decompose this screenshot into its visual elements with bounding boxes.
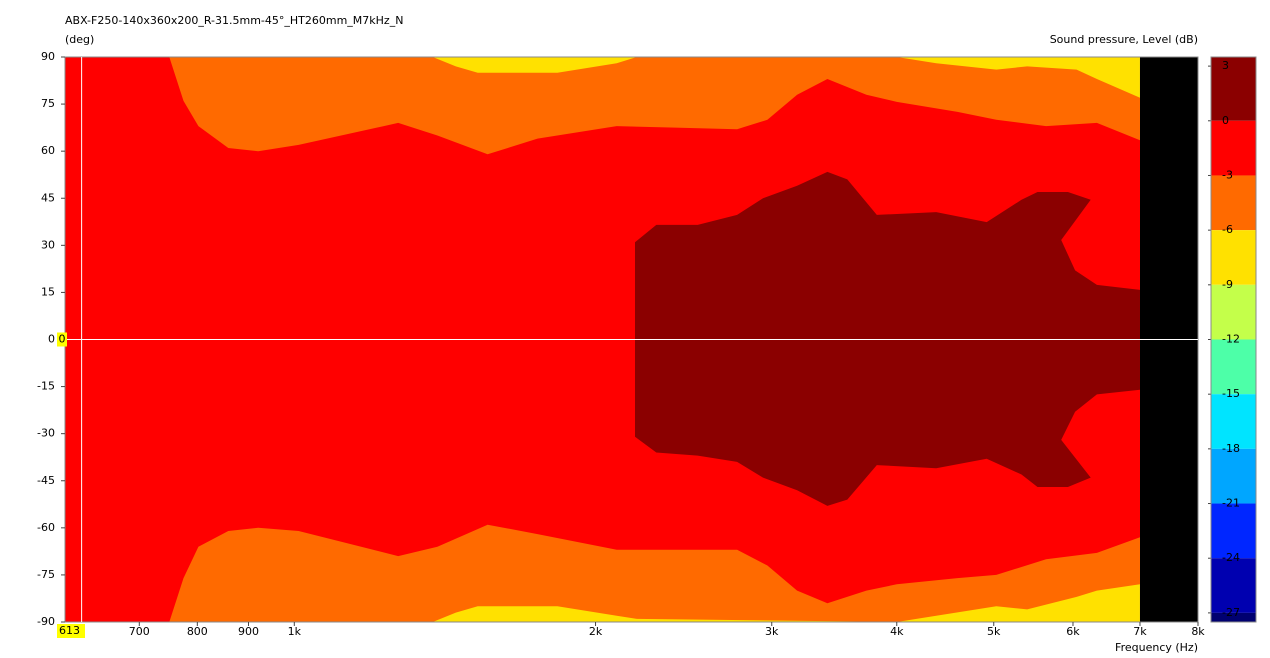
cursor-y-badge bbox=[57, 332, 67, 347]
colorbar-tick-label: -3 bbox=[1222, 168, 1233, 181]
colorbar-band bbox=[1211, 284, 1256, 340]
colorbar-tick-label: -27 bbox=[1222, 606, 1240, 619]
y-axis-label: (deg) bbox=[65, 33, 94, 46]
y-tick-label: 30 bbox=[41, 238, 55, 251]
colorbar-tick-label: -6 bbox=[1222, 223, 1233, 236]
y-tick-label: -90 bbox=[37, 615, 55, 628]
cursor-y-label: 0 bbox=[59, 333, 66, 346]
colorbar-band bbox=[1211, 503, 1256, 559]
cursor-x-label: 613 bbox=[59, 624, 80, 637]
colorbar-band bbox=[1211, 612, 1256, 622]
y-tick-label: -60 bbox=[37, 521, 55, 534]
y-tick-label: 0 bbox=[48, 333, 55, 346]
colorbar-tick-label: -15 bbox=[1222, 387, 1240, 400]
x-tick-label: 700 bbox=[129, 625, 150, 638]
x-tick-label: 900 bbox=[238, 625, 259, 638]
y-tick-label: 60 bbox=[41, 144, 55, 157]
x-tick-label: 1k bbox=[288, 625, 302, 638]
x-tick-label: 3k bbox=[765, 625, 779, 638]
colorbar-tick-label: -12 bbox=[1222, 333, 1240, 346]
colorbar-title: Sound pressure, Level (dB) bbox=[1050, 33, 1198, 46]
colorbar-tick-label: -18 bbox=[1222, 442, 1240, 455]
y-tick-label: -45 bbox=[37, 474, 55, 487]
colorbar-band bbox=[1211, 339, 1256, 395]
contour-region bbox=[635, 171, 1140, 506]
colorbar-tick-label: -21 bbox=[1222, 497, 1240, 510]
cursor-x-badge bbox=[57, 624, 85, 638]
x-tick-label: 6k bbox=[1066, 625, 1080, 638]
x-tick-label: 7k bbox=[1133, 625, 1147, 638]
x-axis-label: Frequency (Hz) bbox=[1115, 641, 1198, 654]
colorbar-band bbox=[1211, 230, 1256, 285]
y-tick-label: -15 bbox=[37, 380, 55, 393]
x-tick-label: 800 bbox=[187, 625, 208, 638]
x-tick-label: 8k bbox=[1191, 625, 1205, 638]
x-tick-label: 5k bbox=[987, 625, 1001, 638]
colorbar-band bbox=[1211, 57, 1256, 121]
y-tick-label: -75 bbox=[37, 568, 55, 581]
y-tick-label: -30 bbox=[37, 427, 55, 440]
colorbar-band bbox=[1211, 394, 1256, 449]
colorbar-tick-label: 0 bbox=[1222, 114, 1229, 127]
x-tick-label: 4k bbox=[890, 625, 904, 638]
colorbar-band bbox=[1211, 558, 1256, 613]
colorbar-tick-label: 3 bbox=[1222, 59, 1229, 72]
colorbar-band bbox=[1211, 120, 1256, 176]
x-tick-label: 2k bbox=[589, 625, 603, 638]
colorbar-tick-label: -24 bbox=[1222, 551, 1240, 564]
y-tick-label: 45 bbox=[41, 191, 55, 204]
colorbar-band bbox=[1211, 175, 1256, 231]
y-tick-label: 15 bbox=[41, 285, 55, 298]
chart-title: ABX-F250-140x360x200_R-31.5mm-45°_HT260m… bbox=[65, 14, 403, 27]
colorbar-band bbox=[1211, 448, 1256, 504]
y-tick-label: 90 bbox=[41, 50, 55, 63]
colorbar-tick-label: -9 bbox=[1222, 278, 1233, 291]
colorbar-frame bbox=[1210, 56, 1257, 623]
y-tick-label: 75 bbox=[41, 97, 55, 110]
